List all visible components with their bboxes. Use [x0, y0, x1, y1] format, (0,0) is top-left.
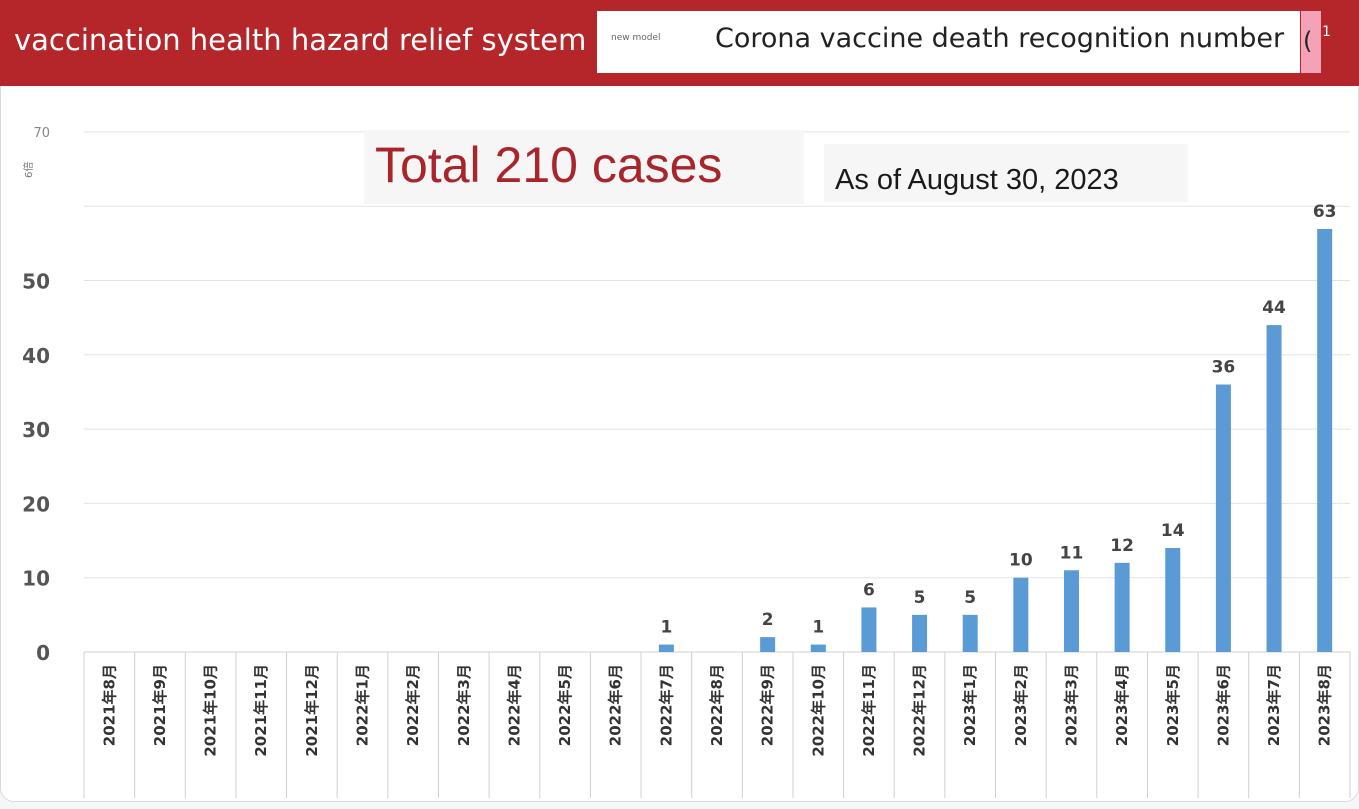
total-box [364, 130, 804, 204]
y-tick-label: 40 [22, 344, 50, 368]
bar [962, 614, 978, 652]
data-label: 2 [762, 610, 774, 630]
bar [1013, 577, 1029, 652]
bar [1165, 547, 1181, 652]
headline-badge: new model Corona vaccine death recogniti… [597, 11, 1300, 73]
data-label: 6 [863, 580, 875, 600]
bar [658, 644, 674, 652]
x-tick-label: 2022年8月 [708, 664, 726, 746]
x-tick-label: 2023年4月 [1113, 664, 1131, 746]
x-tick-label: 2021年12月 [303, 664, 321, 757]
x-tick-label: 2022年12月 [911, 664, 929, 757]
data-label: 63 [1313, 202, 1337, 222]
banner-edge-mark: 1 [1322, 24, 1331, 40]
x-tick-label: 2023年8月 [1316, 664, 1334, 746]
x-tick-label: 2021年8月 [100, 664, 118, 746]
badge-fragment: ( [1303, 27, 1313, 55]
bar [1317, 229, 1333, 652]
x-tick-label: 2021年10月 [202, 664, 220, 757]
data-label: 14 [1161, 521, 1185, 541]
x-tick-label: 2022年5月 [556, 664, 574, 746]
data-label: 36 [1212, 358, 1236, 378]
x-tick-label: 2021年11月 [252, 664, 270, 757]
x-tick-label: 2022年1月 [354, 664, 372, 746]
data-label: 1 [660, 618, 672, 638]
bar [861, 607, 877, 652]
banner-title: vaccination health hazard relief system [14, 23, 587, 57]
data-label: 44 [1262, 298, 1286, 318]
data-label: 5 [914, 588, 926, 608]
x-tick-label: 2022年3月 [455, 664, 473, 746]
x-tick-label: 2023年5月 [1164, 664, 1182, 746]
x-tick-label: 2022年7月 [657, 664, 675, 746]
badge-small-label: new model [611, 33, 661, 43]
x-tick-label: 2022年4月 [505, 664, 523, 746]
y-tick-label: 30 [22, 418, 50, 442]
as-of-date: As of August 30, 2023 [835, 164, 1119, 196]
total-cases: Total 210 cases [375, 137, 723, 193]
data-label: 5 [964, 588, 976, 608]
y-tick-label: 10 [22, 567, 50, 591]
x-tick-label: 2023年6月 [1214, 664, 1232, 746]
bar [1114, 562, 1130, 652]
data-label: 12 [1110, 536, 1134, 556]
date-box [824, 144, 1188, 202]
bar [760, 637, 776, 652]
y-tick-label: 0 [36, 641, 50, 665]
x-tick-label: 2022年11月 [860, 664, 878, 757]
x-tick-label: 2023年3月 [1062, 664, 1080, 746]
bar [1266, 325, 1282, 652]
gridlines [84, 131, 1350, 653]
x-tick-label: 2022年6月 [607, 664, 625, 746]
y-tick-label: 50 [22, 270, 50, 294]
data-label: 11 [1060, 543, 1084, 563]
y-tick-label: 70 [33, 126, 50, 141]
x-tick-label: 2022年10月 [809, 664, 827, 757]
x-axis: 2021年8月 2021年9月 2021年10月 2021年11月 2021年12月 20… [83, 652, 1351, 798]
x-tick-label: 2022年2月 [404, 664, 422, 746]
bar [1063, 570, 1079, 652]
bar [1215, 384, 1231, 652]
y-axis-side-note: 6倍 [24, 161, 35, 178]
x-tick-label: 2023年7月 [1265, 664, 1283, 746]
bars [658, 229, 1333, 652]
badge-tail: ( [1301, 11, 1321, 73]
y-axis: 0 10 20 30 40 50 70 [22, 126, 50, 665]
x-tick-label: 2022年9月 [759, 664, 777, 746]
badge-headline: Corona vaccine death recognition number [715, 23, 1285, 54]
y-tick-label: 20 [22, 492, 50, 516]
data-label: 10 [1009, 551, 1033, 571]
bar [810, 644, 826, 652]
x-tick-label: 2021年9月 [151, 664, 169, 746]
bar [912, 614, 928, 652]
x-tick-label: 2023年2月 [1012, 664, 1030, 746]
x-tick-label: 2023年1月 [961, 664, 979, 746]
data-label: 1 [812, 618, 824, 638]
